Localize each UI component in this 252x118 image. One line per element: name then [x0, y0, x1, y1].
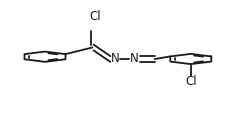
- Text: Cl: Cl: [185, 75, 197, 88]
- Text: N: N: [130, 53, 139, 65]
- Text: N: N: [110, 53, 119, 65]
- Text: Cl: Cl: [90, 10, 101, 23]
